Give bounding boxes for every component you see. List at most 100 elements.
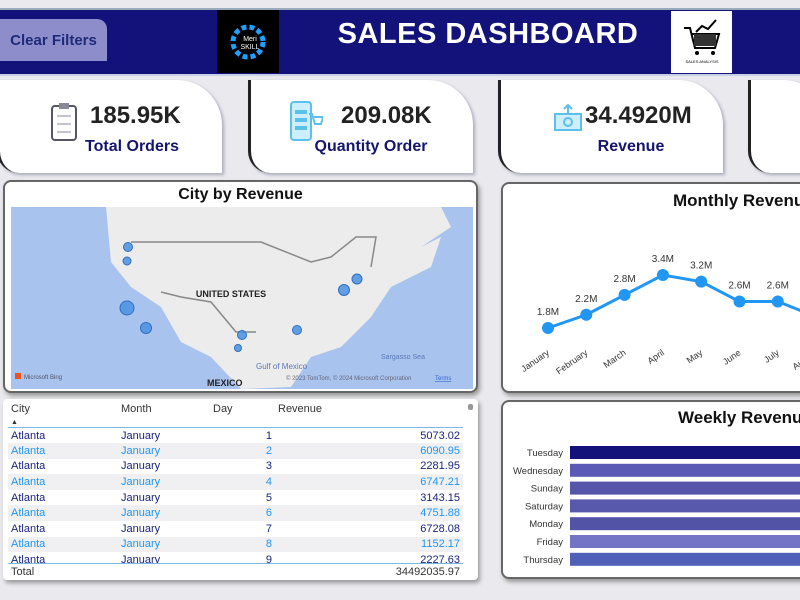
kpi-label: Quantity Order — [314, 138, 428, 155]
cell-city: Atlanta — [8, 505, 118, 522]
svg-text:SKILL: SKILL — [240, 44, 259, 51]
data-label: 3.4M — [652, 254, 674, 265]
x-tick-label: July — [762, 347, 781, 365]
column-header-city[interactable]: City ▲ — [11, 403, 30, 426]
x-tick-label: March — [602, 347, 628, 370]
kpi-card-partial — [748, 80, 800, 173]
cell-month: January — [118, 474, 210, 490]
cell-month: January — [121, 522, 161, 535]
cell-revenue: 3143.15 — [420, 491, 460, 504]
terms-link[interactable]: Terms — [435, 376, 451, 382]
cell-day: 7 — [265, 522, 272, 535]
city-bubble — [122, 256, 132, 266]
city-bubble — [140, 322, 152, 334]
table-row[interactable]: Atlanta January 1 5073.02 — [8, 428, 463, 444]
city-bubble — [119, 300, 135, 316]
data-point[interactable] — [542, 322, 554, 334]
data-point[interactable] — [618, 288, 631, 301]
table-row[interactable]: Atlanta January 7 6728.08 — [8, 521, 463, 537]
mobile-cart-icon — [290, 101, 323, 141]
cell-day: 8 — [210, 536, 275, 553]
data-point[interactable] — [771, 295, 784, 308]
cell-revenue: 4751.88 — [275, 505, 463, 522]
x-tick-label: January — [519, 347, 551, 374]
cell-day: 4 — [210, 474, 275, 490]
data-point[interactable] — [733, 295, 746, 308]
bar-thursday[interactable] — [570, 552, 800, 566]
table-row[interactable]: Atlanta January 4 6747.21 — [8, 474, 463, 490]
kpi-card-quantity-order: 209.08K Quantity Order — [248, 80, 473, 173]
sea-label: Sargasso Sea — [381, 354, 425, 361]
y-tick-label: Thursday — [523, 555, 563, 566]
cell-city: Atlanta — [11, 460, 46, 473]
cell-day: 1 — [265, 429, 272, 442]
gulf-label: Gulf of Mexico — [256, 362, 308, 371]
cell-revenue: 2281.95 — [420, 460, 460, 473]
data-label: 2.2M — [575, 294, 597, 305]
column-header-day[interactable]: Day — [213, 403, 233, 415]
revenue-table: City ▲ Month Day Revenue Atlanta January 1 5… — [8, 403, 463, 568]
monthly-chart-title: Monthly Revenue — [673, 191, 800, 210]
cell-city: Atlanta — [8, 443, 118, 459]
data-label: 3.2M — [690, 261, 712, 272]
cell-city: Atlanta — [11, 491, 46, 504]
table-row[interactable]: Atlanta January 3 2281.95 — [8, 459, 463, 475]
svg-text:SALES ANALYSIS: SALES ANALYSIS — [685, 59, 718, 64]
cell-month: January — [121, 491, 161, 504]
x-tick-label: February — [554, 347, 590, 376]
data-label: 2.8M — [613, 274, 635, 285]
cell-revenue: 5073.02 — [420, 429, 460, 442]
kpi-label: Revenue — [597, 138, 665, 155]
bar-wednesday[interactable] — [570, 463, 800, 477]
city-bubble — [237, 330, 247, 340]
us-map[interactable]: UNITED STATES Gulf of Mexico Sargasso Se… — [11, 207, 473, 389]
bar-friday[interactable] — [570, 535, 800, 548]
cell-city: Atlanta — [11, 522, 46, 535]
data-point[interactable] — [580, 308, 593, 321]
table-row[interactable]: Atlanta January 2 6090.95 — [8, 443, 463, 459]
kpi-value: 209.08K — [341, 102, 432, 129]
data-label: 2.6M — [728, 281, 750, 292]
cell-day: 6 — [210, 505, 275, 522]
revenue-table-panel: City ▲ Month Day Revenue Atlanta January 1 5… — [3, 399, 478, 580]
cell-month: January — [118, 443, 210, 459]
cell-day: 9 — [265, 554, 272, 567]
data-point[interactable] — [695, 275, 708, 288]
city-bubble — [351, 273, 363, 285]
y-tick-label: Wednesday — [513, 466, 563, 477]
sales-analysis-logo: SALES ANALYSIS — [671, 11, 732, 73]
data-point[interactable] — [656, 269, 669, 282]
country-label: UNITED STATES — [196, 289, 266, 299]
table-row[interactable]: Atlanta January 8 1152.17 — [8, 536, 463, 553]
cell-revenue: 6728.08 — [420, 522, 460, 535]
bing-logo: Microsoft Bing — [24, 375, 62, 381]
kpi-value: 185.95K — [90, 102, 181, 129]
meriskill-logo: Meri SKILL — [217, 10, 279, 73]
table-row[interactable]: Atlanta January 6 4751.88 — [8, 505, 463, 522]
x-tick-label: June — [721, 347, 743, 366]
weekly-chart-title: Weekly Revenue — [678, 408, 800, 427]
cell-day: 3 — [265, 460, 272, 473]
column-header-revenue[interactable]: Revenue — [278, 403, 323, 415]
monthly-revenue-line-chart: 1.8M January 2.2M February 2.8M March 3.4M Apri… — [519, 254, 800, 376]
x-tick-label: April — [646, 347, 666, 366]
table-row[interactable]: Atlanta January 5 3143.15 — [8, 490, 463, 506]
scrollbar[interactable] — [468, 404, 473, 410]
city-bubbles[interactable] — [119, 242, 363, 352]
cell-day: 2 — [210, 443, 275, 459]
cell-month: January — [121, 429, 161, 442]
cell-month: January — [118, 536, 210, 553]
clear-filters-button[interactable]: Clear Filters — [0, 19, 107, 61]
cell-revenue: 1152.17 — [275, 536, 463, 553]
bar-tuesday[interactable] — [570, 446, 800, 459]
bar-monday[interactable] — [570, 517, 800, 531]
y-tick-label: Monday — [529, 519, 563, 530]
bar-sunday[interactable] — [570, 481, 800, 495]
header-bar — [0, 8, 800, 76]
y-tick-label: Friday — [537, 537, 564, 548]
cell-revenue: 6090.95 — [275, 443, 463, 459]
column-header-month[interactable]: Month — [121, 403, 152, 415]
bar-saturday[interactable] — [570, 499, 800, 513]
kpi-value: 34.4920M — [585, 102, 692, 129]
city-bubble — [292, 325, 302, 335]
